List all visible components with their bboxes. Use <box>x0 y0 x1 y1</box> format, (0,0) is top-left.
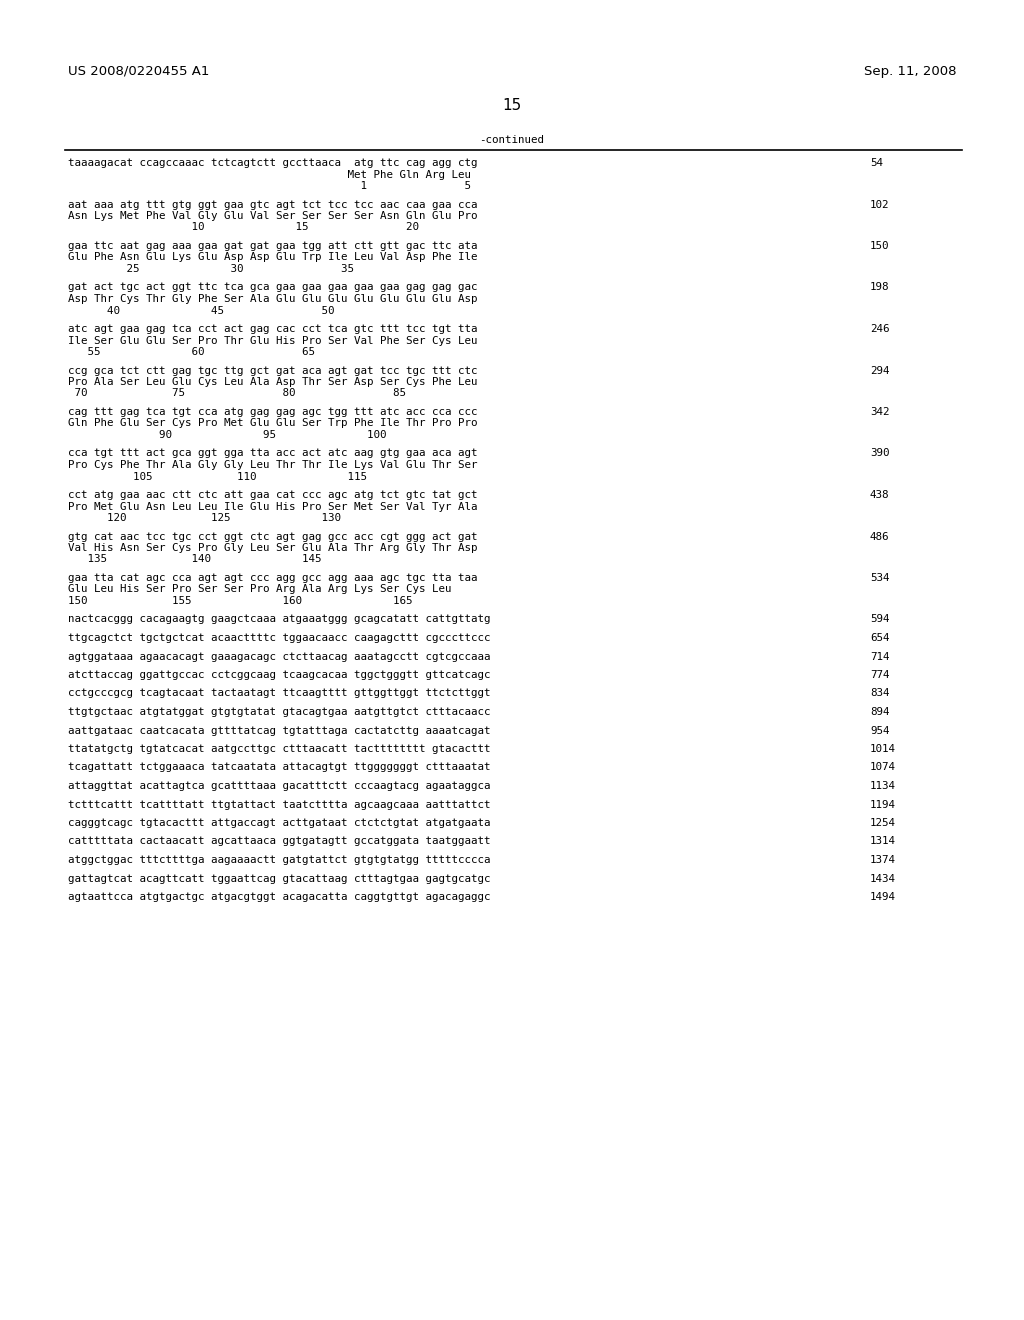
Text: 1254: 1254 <box>870 818 896 828</box>
Text: 54: 54 <box>870 158 883 168</box>
Text: cag ttt gag tca tgt cca atg gag gag agc tgg ttt atc acc cca ccc: cag ttt gag tca tgt cca atg gag gag agc … <box>68 407 477 417</box>
Text: 834: 834 <box>870 689 890 698</box>
Text: taaaagacat ccagccaaac tctcagtctt gccttaaca  atg ttc cag agg ctg: taaaagacat ccagccaaac tctcagtctt gccttaa… <box>68 158 477 168</box>
Text: Pro Ala Ser Leu Glu Cys Leu Ala Asp Thr Ser Asp Ser Cys Phe Leu: Pro Ala Ser Leu Glu Cys Leu Ala Asp Thr … <box>68 378 477 387</box>
Text: 135             140              145: 135 140 145 <box>68 554 322 565</box>
Text: 198: 198 <box>870 282 890 293</box>
Text: Sep. 11, 2008: Sep. 11, 2008 <box>863 65 956 78</box>
Text: tctttcattt tcattttatt ttgtattact taatctttta agcaagcaaa aatttattct: tctttcattt tcattttatt ttgtattact taatctt… <box>68 800 490 809</box>
Text: atggctggac tttcttttga aagaaaactt gatgtattct gtgtgtatgg tttttcccca: atggctggac tttcttttga aagaaaactt gatgtat… <box>68 855 490 865</box>
Text: 438: 438 <box>870 490 890 500</box>
Text: -continued: -continued <box>479 135 545 145</box>
Text: 10              15               20: 10 15 20 <box>68 223 419 232</box>
Text: 1014: 1014 <box>870 744 896 754</box>
Text: 150             155              160              165: 150 155 160 165 <box>68 597 413 606</box>
Text: 342: 342 <box>870 407 890 417</box>
Text: 1               5: 1 5 <box>68 181 471 191</box>
Text: 150: 150 <box>870 242 890 251</box>
Text: 105             110              115: 105 110 115 <box>68 471 367 482</box>
Text: agtaattcca atgtgactgc atgacgtggt acagacatta caggtgttgt agacagaggc: agtaattcca atgtgactgc atgacgtggt acagaca… <box>68 892 490 902</box>
Text: Pro Cys Phe Thr Ala Gly Gly Leu Thr Thr Ile Lys Val Glu Thr Ser: Pro Cys Phe Thr Ala Gly Gly Leu Thr Thr … <box>68 459 477 470</box>
Text: 70             75               80               85: 70 75 80 85 <box>68 388 406 399</box>
Text: 1314: 1314 <box>870 837 896 846</box>
Text: Glu Leu His Ser Pro Ser Ser Pro Arg Ala Arg Lys Ser Cys Leu: Glu Leu His Ser Pro Ser Ser Pro Arg Ala … <box>68 585 452 594</box>
Text: 120             125              130: 120 125 130 <box>68 513 341 523</box>
Text: atc agt gaa gag tca cct act gag cac cct tca gtc ttt tcc tgt tta: atc agt gaa gag tca cct act gag cac cct … <box>68 323 477 334</box>
Text: 1434: 1434 <box>870 874 896 883</box>
Text: 55              60               65: 55 60 65 <box>68 347 315 356</box>
Text: gattagtcat acagttcatt tggaattcag gtacattaag ctttagtgaa gagtgcatgc: gattagtcat acagttcatt tggaattcag gtacatt… <box>68 874 490 883</box>
Text: 390: 390 <box>870 449 890 458</box>
Text: ttgcagctct tgctgctcat acaacttttc tggaacaacc caagagcttt cgcccttccc: ttgcagctct tgctgctcat acaacttttc tggaaca… <box>68 634 490 643</box>
Text: 294: 294 <box>870 366 890 375</box>
Text: 40              45               50: 40 45 50 <box>68 305 335 315</box>
Text: nactcacggg cacagaagtg gaagctcaaa atgaaatggg gcagcatatt cattgttatg: nactcacggg cacagaagtg gaagctcaaa atgaaat… <box>68 615 490 624</box>
Text: ttgtgctaac atgtatggat gtgtgtatat gtacagtgaa aatgttgtct ctttacaacc: ttgtgctaac atgtatggat gtgtgtatat gtacagt… <box>68 708 490 717</box>
Text: Val His Asn Ser Cys Pro Gly Leu Ser Glu Ala Thr Arg Gly Thr Asp: Val His Asn Ser Cys Pro Gly Leu Ser Glu … <box>68 543 477 553</box>
Text: cctgcccgcg tcagtacaat tactaatagt ttcaagtttt gttggttggt ttctcttggt: cctgcccgcg tcagtacaat tactaatagt ttcaagt… <box>68 689 490 698</box>
Text: gaa tta cat agc cca agt agt ccc agg gcc agg aaa agc tgc tta taa: gaa tta cat agc cca agt agt ccc agg gcc … <box>68 573 477 583</box>
Text: cct atg gaa aac ctt ctc att gaa cat ccc agc atg tct gtc tat gct: cct atg gaa aac ctt ctc att gaa cat ccc … <box>68 490 477 500</box>
Text: 894: 894 <box>870 708 890 717</box>
Text: gat act tgc act ggt ttc tca gca gaa gaa gaa gaa gaa gag gag gac: gat act tgc act ggt ttc tca gca gaa gaa … <box>68 282 477 293</box>
Text: 714: 714 <box>870 652 890 661</box>
Text: 15: 15 <box>503 98 521 114</box>
Text: US 2008/0220455 A1: US 2008/0220455 A1 <box>68 65 209 78</box>
Text: 486: 486 <box>870 532 890 541</box>
Text: atcttaccag ggattgccac cctcggcaag tcaagcacaa tggctgggtt gttcatcagc: atcttaccag ggattgccac cctcggcaag tcaagca… <box>68 671 490 680</box>
Text: 90              95              100: 90 95 100 <box>68 430 386 440</box>
Text: aattgataac caatcacata gttttatcag tgtatttaga cactatcttg aaaatcagat: aattgataac caatcacata gttttatcag tgtattt… <box>68 726 490 735</box>
Text: 534: 534 <box>870 573 890 583</box>
Text: 1374: 1374 <box>870 855 896 865</box>
Text: attaggttat acattagtca gcattttaaa gacatttctt cccaagtacg agaataggca: attaggttat acattagtca gcattttaaa gacattt… <box>68 781 490 791</box>
Text: cca tgt ttt act gca ggt gga tta acc act atc aag gtg gaa aca agt: cca tgt ttt act gca ggt gga tta acc act … <box>68 449 477 458</box>
Text: Asp Thr Cys Thr Gly Phe Ser Ala Glu Glu Glu Glu Glu Glu Glu Asp: Asp Thr Cys Thr Gly Phe Ser Ala Glu Glu … <box>68 294 477 304</box>
Text: gtg cat aac tcc tgc cct ggt ctc agt gag gcc acc cgt ggg act gat: gtg cat aac tcc tgc cct ggt ctc agt gag … <box>68 532 477 541</box>
Text: 774: 774 <box>870 671 890 680</box>
Text: Ile Ser Glu Glu Ser Pro Thr Glu His Pro Ser Val Phe Ser Cys Leu: Ile Ser Glu Glu Ser Pro Thr Glu His Pro … <box>68 335 477 346</box>
Text: gaa ttc aat gag aaa gaa gat gat gaa tgg att ctt gtt gac ttc ata: gaa ttc aat gag aaa gaa gat gat gaa tgg … <box>68 242 477 251</box>
Text: 102: 102 <box>870 199 890 210</box>
Text: 25              30               35: 25 30 35 <box>68 264 354 275</box>
Text: cagggtcagc tgtacacttt attgaccagt acttgataat ctctctgtat atgatgaata: cagggtcagc tgtacacttt attgaccagt acttgat… <box>68 818 490 828</box>
Text: 654: 654 <box>870 634 890 643</box>
Text: ccg gca tct ctt gag tgc ttg gct gat aca agt gat tcc tgc ttt ctc: ccg gca tct ctt gag tgc ttg gct gat aca … <box>68 366 477 375</box>
Text: Pro Met Glu Asn Leu Leu Ile Glu His Pro Ser Met Ser Val Tyr Ala: Pro Met Glu Asn Leu Leu Ile Glu His Pro … <box>68 502 477 511</box>
Text: Met Phe Gln Arg Leu: Met Phe Gln Arg Leu <box>68 169 471 180</box>
Text: 1494: 1494 <box>870 892 896 902</box>
Text: 1134: 1134 <box>870 781 896 791</box>
Text: 1074: 1074 <box>870 763 896 772</box>
Text: 954: 954 <box>870 726 890 735</box>
Text: catttttata cactaacatt agcattaaca ggtgatagtt gccatggata taatggaatt: catttttata cactaacatt agcattaaca ggtgata… <box>68 837 490 846</box>
Text: Asn Lys Met Phe Val Gly Glu Val Ser Ser Ser Ser Asn Gln Glu Pro: Asn Lys Met Phe Val Gly Glu Val Ser Ser … <box>68 211 477 220</box>
Text: aat aaa atg ttt gtg ggt gaa gtc agt tct tcc tcc aac caa gaa cca: aat aaa atg ttt gtg ggt gaa gtc agt tct … <box>68 199 477 210</box>
Text: 246: 246 <box>870 323 890 334</box>
Text: agtggataaa agaacacagt gaaagacagc ctcttaacag aaatagcctt cgtcgccaaa: agtggataaa agaacacagt gaaagacagc ctcttaa… <box>68 652 490 661</box>
Text: tcagattatt tctggaaaca tatcaatata attacagtgt ttgggggggt ctttaaatat: tcagattatt tctggaaaca tatcaatata attacag… <box>68 763 490 772</box>
Text: 594: 594 <box>870 615 890 624</box>
Text: Glu Phe Asn Glu Lys Glu Asp Asp Glu Trp Ile Leu Val Asp Phe Ile: Glu Phe Asn Glu Lys Glu Asp Asp Glu Trp … <box>68 252 477 263</box>
Text: ttatatgctg tgtatcacat aatgccttgc ctttaacatt tactttttttt gtacacttt: ttatatgctg tgtatcacat aatgccttgc ctttaac… <box>68 744 490 754</box>
Text: Gln Phe Glu Ser Cys Pro Met Glu Glu Ser Trp Phe Ile Thr Pro Pro: Gln Phe Glu Ser Cys Pro Met Glu Glu Ser … <box>68 418 477 429</box>
Text: 1194: 1194 <box>870 800 896 809</box>
